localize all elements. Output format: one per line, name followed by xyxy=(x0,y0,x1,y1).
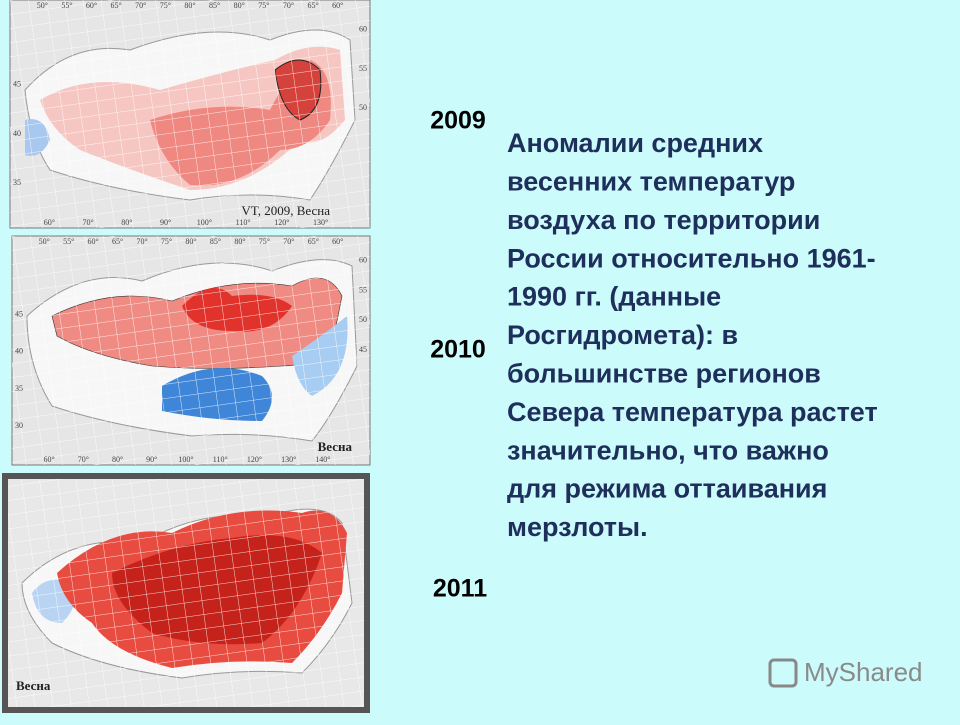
degree-label: 45 xyxy=(15,309,23,318)
map-caption: Весна xyxy=(16,678,51,693)
graticule xyxy=(10,0,370,228)
map-2011: Весна xyxy=(2,473,370,713)
year-label: 2010 xyxy=(430,336,486,364)
degree-label: 90° xyxy=(146,455,157,464)
description: Аномалии средних весенних температур возду… xyxy=(507,128,878,542)
degree-label: 65° xyxy=(307,1,318,10)
graticule xyxy=(8,479,364,707)
watermark-icon xyxy=(768,658,798,688)
description-line: весенних температур xyxy=(507,167,795,197)
degree-label: 130° xyxy=(313,218,328,227)
degree-label: 50 xyxy=(359,103,367,112)
degree-label: 30 xyxy=(15,421,23,430)
degree-label: 60° xyxy=(86,1,97,10)
degree-label: 100° xyxy=(178,455,193,464)
degree-label: 110° xyxy=(236,218,251,227)
degree-label: 60° xyxy=(332,237,343,246)
degree-label: 35 xyxy=(15,384,23,393)
degree-label: 90° xyxy=(160,218,171,227)
degree-label: 55° xyxy=(61,1,72,10)
description-line: 1990 гг. (данные xyxy=(507,282,721,312)
degree-label: 70° xyxy=(283,237,294,246)
degree-label: 35 xyxy=(13,178,21,187)
degree-label: 70° xyxy=(83,218,94,227)
description-line: Росгидромета): в xyxy=(507,320,738,350)
degree-label: 55° xyxy=(63,237,74,246)
description-line: значительно, что важно xyxy=(507,435,829,465)
map-2009: VT, 2009, Весна 50° 55° 60° 65° 70° 75° 80° 85°… xyxy=(9,0,371,229)
degree-label: 45 xyxy=(359,345,367,354)
degree-label: 40 xyxy=(13,129,21,138)
description-line: воздуха по территории xyxy=(507,205,820,235)
description-line: России относительно 1961- xyxy=(507,243,876,273)
degree-label: 80° xyxy=(121,218,132,227)
description-line: Аномалии средних xyxy=(507,128,763,158)
description-line: для режима оттаивания xyxy=(507,474,827,504)
degree-label: 60° xyxy=(332,1,343,10)
description-line: большинстве регионов xyxy=(507,359,821,389)
degree-label: 60° xyxy=(88,237,99,246)
degree-label: 45 xyxy=(13,79,21,88)
degree-label: 65° xyxy=(111,1,122,10)
degree-label: 75° xyxy=(160,1,171,10)
degree-label: 100° xyxy=(197,218,212,227)
degree-label: 60° xyxy=(44,218,55,227)
degree-label: 60 xyxy=(359,256,367,265)
degree-label: 60 xyxy=(359,24,367,33)
degree-label: 80° xyxy=(184,1,195,10)
degree-label: 60° xyxy=(44,455,55,464)
degree-label: 80° xyxy=(234,1,245,10)
degree-label: 80° xyxy=(112,455,123,464)
description-line: мерзлоты. xyxy=(507,512,648,542)
degree-label: 75° xyxy=(161,237,172,246)
degree-label: 50° xyxy=(39,237,50,246)
degree-label: 40 xyxy=(15,347,23,356)
degree-label: 70° xyxy=(283,1,294,10)
degree-label: 65° xyxy=(308,237,319,246)
degree-label: 85° xyxy=(209,1,220,10)
degree-label: 85° xyxy=(210,237,221,246)
degree-label: 120° xyxy=(274,218,289,227)
degree-label: 80° xyxy=(234,237,245,246)
degree-label: 75° xyxy=(258,1,269,10)
map-caption: VT, 2009, Весна xyxy=(241,203,330,218)
degree-label: 120° xyxy=(247,455,262,464)
degree-label: 75° xyxy=(259,237,270,246)
degree-label: 65° xyxy=(112,237,123,246)
degree-label: 80° xyxy=(185,237,196,246)
year-label: 2011 xyxy=(433,575,487,603)
watermark-text: MyShared xyxy=(804,657,923,687)
degree-label: 50 xyxy=(359,315,367,324)
description-line: Севера температура растет xyxy=(507,397,878,427)
degree-label: 70° xyxy=(136,237,147,246)
degree-label: 110° xyxy=(213,455,228,464)
graticule xyxy=(12,236,370,465)
degree-label: 55 xyxy=(359,285,367,294)
map-2010: Весна 50° 55° 60° 65° 70° 75° 80° 85° 80° 75° 70° 6… xyxy=(11,235,371,466)
degree-label: 50° xyxy=(37,1,48,10)
map-caption: Весна xyxy=(318,439,353,454)
year-label: 2009 xyxy=(430,107,486,135)
degree-label: 140° xyxy=(315,455,330,464)
degree-label: 70° xyxy=(135,1,146,10)
degree-label: 70° xyxy=(78,455,89,464)
degree-label: 130° xyxy=(281,455,296,464)
degree-label: 55 xyxy=(359,64,367,73)
watermark: MyShared xyxy=(768,657,923,688)
